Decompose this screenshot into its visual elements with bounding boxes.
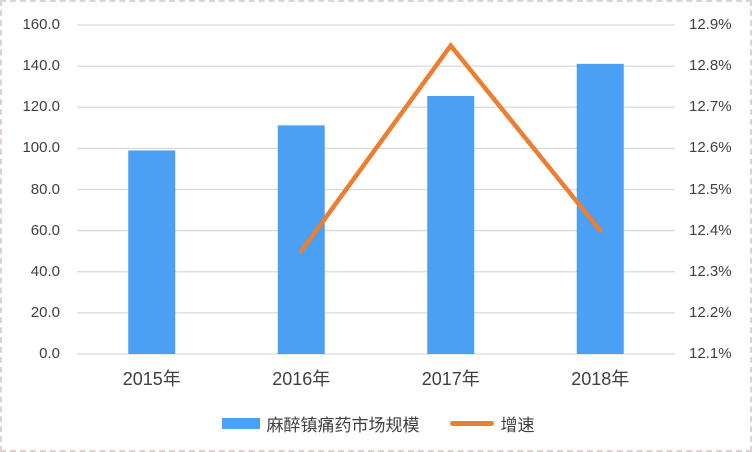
left-axis-tick-label: 100.0: [22, 139, 60, 157]
right-axis-tick-label: 12.4%: [689, 221, 732, 239]
x-axis-label-2017年: 2017年: [421, 369, 480, 389]
legend-label-growth: 增速: [500, 415, 535, 435]
legend-item-market-size: 麻醉镇痛药市场规模: [221, 411, 420, 436]
left-axis-tick-label: 0.0: [39, 345, 60, 362]
bar-2016年: [277, 125, 325, 354]
left-axis-tick-label: 40.0: [30, 262, 60, 280]
left-axis-tick-label: 160.0: [22, 16, 60, 33]
growth-rate-line: [299, 41, 603, 254]
right-axis-tick-label: 12.3%: [689, 262, 732, 280]
bar-series-swatch-icon: [221, 417, 260, 429]
legend-item-growth: 增速: [449, 411, 535, 436]
right-axis-tick-label: 12.7%: [689, 98, 732, 116]
right-axis-tick-label: 12.8%: [689, 57, 732, 75]
bar-2017年: [427, 95, 475, 355]
right-axis-tick-label: 12.2%: [689, 303, 732, 321]
legend-label-market-size: 麻醉镇痛药市场规模: [266, 415, 420, 435]
line-series-swatch-icon: [449, 420, 494, 426]
right-axis-tick-label: 12.5%: [689, 180, 732, 198]
right-axis-tick-label: 12.9%: [689, 16, 732, 33]
right-axis-tick-label: 12.6%: [689, 139, 732, 157]
legend: 麻醉镇痛药市场规模 增速: [2, 406, 750, 440]
left-axis-tick-label: 80.0: [30, 180, 60, 198]
left-axis-tick-label: 140.0: [22, 57, 60, 75]
x-axis-label-2015年: 2015年: [122, 369, 181, 389]
left-axis-tick-label: 20.0: [30, 303, 60, 321]
x-axis-label-2018年: 2018年: [571, 369, 630, 389]
left-axis-tick-label: 120.0: [22, 98, 60, 116]
left-axis-tick-label: 60.0: [30, 221, 60, 239]
bar-2015年: [128, 150, 176, 354]
right-axis-tick-label: 12.1%: [689, 345, 732, 362]
x-axis-label-2016年: 2016年: [272, 369, 331, 389]
